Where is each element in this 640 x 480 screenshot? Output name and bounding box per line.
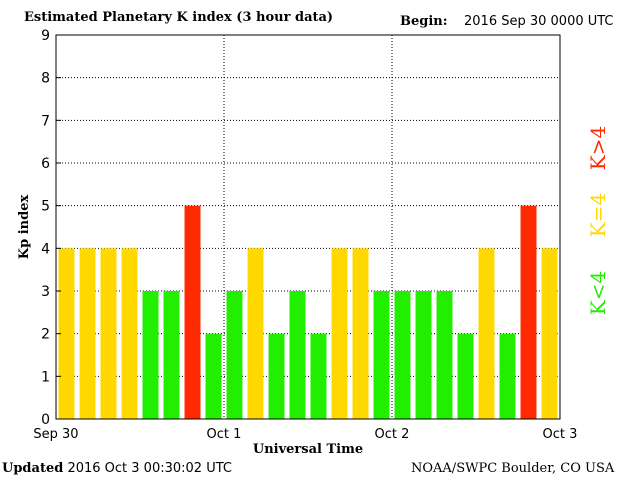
y-tick-label: 3 <box>41 284 50 300</box>
y-tick-label: 5 <box>41 199 50 215</box>
begin-label: Begin: <box>400 14 448 29</box>
kp-bar <box>142 291 159 419</box>
kp-bar <box>184 205 201 419</box>
x-tick-label: Sep 30 <box>33 427 78 442</box>
kp-bar <box>163 291 180 419</box>
updated-timestamp: Updated 2016 Oct 3 00:30:02 UTC <box>2 461 232 476</box>
legend-item: K<4 <box>586 271 610 315</box>
chart-title: Estimated Planetary K index (3 hour data… <box>24 10 334 25</box>
y-tick-label: 4 <box>41 241 50 257</box>
updated-value: 2016 Oct 3 00:30:02 UTC <box>67 461 232 476</box>
kp-bar <box>79 248 96 419</box>
kp-bar <box>394 291 411 419</box>
kp-bar <box>499 333 516 419</box>
kp-bar <box>352 248 369 419</box>
kp-bar <box>205 333 222 419</box>
y-tick-label: 2 <box>41 327 50 343</box>
kp-bar <box>457 333 474 419</box>
kp-bar <box>289 291 306 419</box>
plot-frame <box>55 34 561 420</box>
x-tick-label: Oct 3 <box>543 427 578 442</box>
x-tick-label: Oct 1 <box>207 427 242 442</box>
legend-item: K>4 <box>586 126 610 170</box>
kp-bar <box>121 248 138 419</box>
kp-bar <box>478 248 495 419</box>
legend-item: K=4 <box>586 193 610 237</box>
kp-bar <box>58 248 75 419</box>
y-tick-label: 8 <box>41 71 50 87</box>
kp-bar <box>310 333 327 419</box>
kp-bar <box>100 248 117 419</box>
kp-bar <box>331 248 348 419</box>
updated-label: Updated <box>2 461 64 476</box>
kp-bar <box>436 291 453 419</box>
y-tick-label: 6 <box>41 156 50 172</box>
kp-bar <box>541 248 558 419</box>
begin-value: 2016 Sep 30 0000 UTC <box>464 14 614 29</box>
kp-bar <box>247 248 264 419</box>
y-tick-label: 1 <box>41 369 50 385</box>
kp-bar <box>415 291 432 419</box>
x-axis-label: Universal Time <box>253 442 363 457</box>
kp-bar <box>373 291 390 419</box>
source-credit: NOAA/SWPC Boulder, CO USA <box>411 461 615 476</box>
kp-bar <box>520 205 537 419</box>
kp-bar <box>268 333 285 419</box>
y-tick-label: 7 <box>41 113 50 129</box>
y-tick-label: 0 <box>41 412 50 428</box>
x-tick-label: Oct 2 <box>375 427 410 442</box>
y-tick-label: 9 <box>41 28 50 44</box>
y-axis-label: Kp index <box>17 195 32 260</box>
kp-bar <box>226 291 243 419</box>
